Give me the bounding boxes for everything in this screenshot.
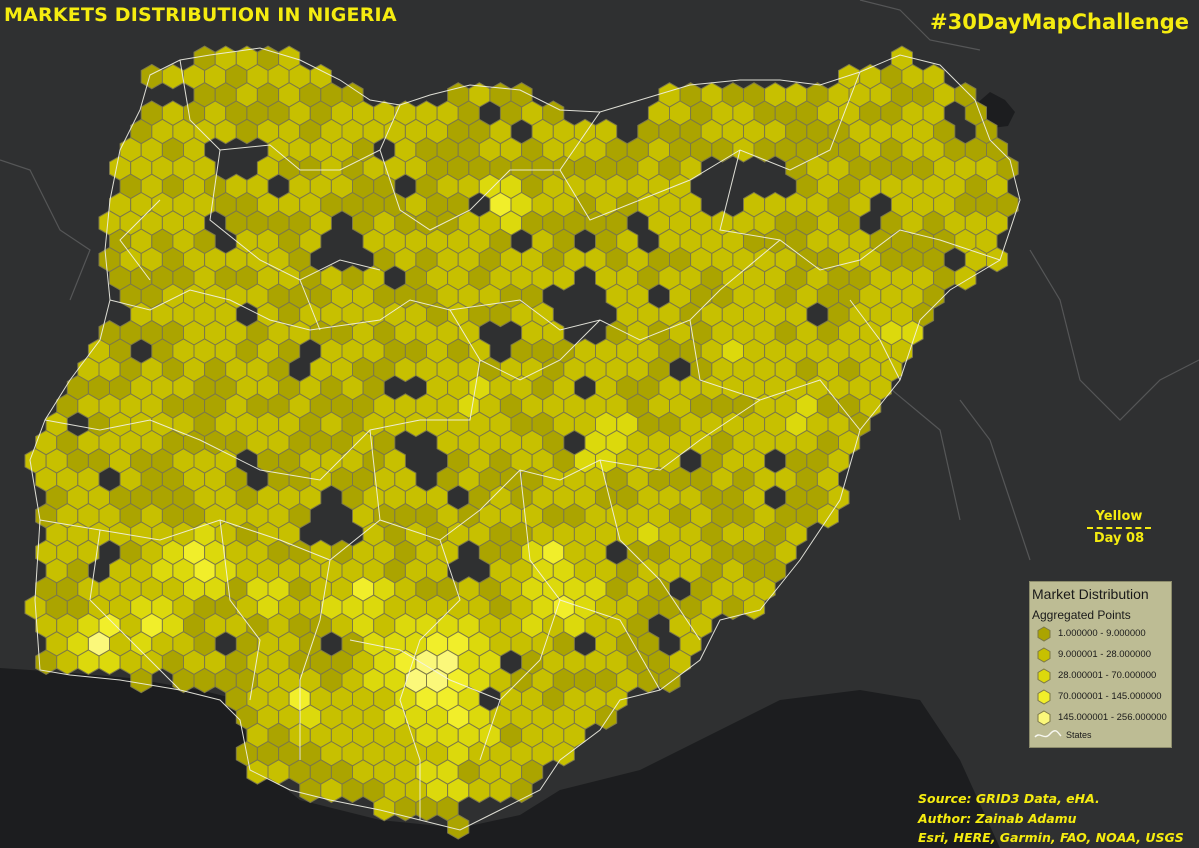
legend-classes: 1.000000 - 9.000000 9.000001 - 28.000000 2…	[1030, 623, 1171, 728]
hex-cell	[130, 667, 153, 694]
ocean	[0, 668, 1000, 848]
legend-subtitle: Aggregated Points	[1032, 608, 1131, 622]
hex-cell	[140, 63, 163, 90]
legend-title: Market Distribution	[1032, 586, 1149, 602]
legend-class-5: 145.000001 - 256.000000	[1030, 707, 1171, 728]
legend-class-label: 70.000001 - 145.000000	[1058, 691, 1162, 702]
hex-cell	[447, 814, 470, 840]
theme-divider	[1087, 527, 1151, 529]
theme-badge: Yellow Day 08	[1083, 508, 1155, 547]
hex-cell	[595, 704, 618, 730]
source-credit: Source: GRID3 Data, eHA.	[918, 791, 1100, 806]
map-title: MARKETS DISTRIBUTION IN NIGERIA	[4, 4, 397, 26]
legend-class-label: 145.000001 - 256.000000	[1058, 712, 1167, 723]
legend-states-label: States	[1066, 730, 1092, 740]
hex-swatch	[1037, 667, 1051, 684]
hex-swatch	[1037, 688, 1051, 705]
legend-class-label: 1.000000 - 9.000000	[1058, 628, 1146, 639]
legend-class-4: 70.000001 - 145.000000	[1030, 686, 1171, 707]
hex-cell	[161, 63, 184, 90]
neighbor-borders	[0, 0, 1199, 561]
hex-cell	[743, 594, 766, 621]
legend-states-row: States	[1030, 728, 1171, 742]
state-boundaries	[29, 47, 1021, 831]
legend-class-1: 1.000000 - 9.000000	[1030, 623, 1171, 644]
hex-cell	[552, 265, 575, 291]
hashtag-label: #30DayMapChallenge	[930, 10, 1189, 34]
legend-class-label: 28.000001 - 70.000000	[1058, 670, 1157, 681]
legend-class-label: 9.000001 - 28.000000	[1058, 649, 1151, 660]
credits: Source: GRID3 Data, eHA. Author: Zainab …	[918, 789, 1184, 848]
basemap-credit: Esri, HERE, Garmin, FAO, NOAA, USGS	[918, 830, 1184, 845]
author-credit: Author: Zainab Adamu	[918, 810, 1077, 826]
nigeria-outline	[29, 47, 1021, 831]
hexbin-layer	[24, 45, 1019, 840]
hex-swatch	[1037, 625, 1051, 642]
legend: Market Distribution Aggregated Points 1.…	[1029, 581, 1172, 748]
hex-swatch	[1037, 646, 1051, 663]
theme-label: Yellow	[1095, 509, 1143, 524]
hex-cell	[552, 740, 575, 767]
legend-class-3: 28.000001 - 70.000000	[1030, 665, 1171, 686]
state-line-symbol	[1034, 730, 1062, 738]
hex-swatch	[1037, 709, 1051, 726]
theme-day: Day 08	[1093, 531, 1145, 546]
legend-class-2: 9.000001 - 28.000000	[1030, 644, 1171, 665]
